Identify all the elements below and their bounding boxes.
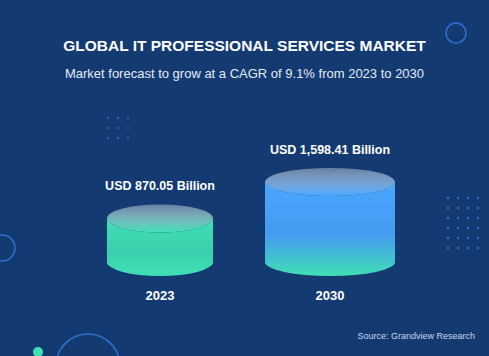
category-label: 2023 — [146, 288, 175, 303]
decor-dot — [457, 227, 459, 229]
cylinder-top — [107, 204, 213, 232]
decor-dot — [127, 137, 129, 139]
decor-dot — [457, 237, 459, 239]
decor-dot — [107, 117, 109, 119]
decor-dot — [33, 347, 43, 356]
data-label: USD 870.05 Billion — [105, 179, 215, 193]
title: GLOBAL IT PROFESSIONAL SERVICES MARKET — [63, 37, 426, 54]
decor-dot — [457, 197, 459, 199]
decor-dot — [457, 247, 459, 249]
decor-dot — [467, 247, 469, 249]
decor-dot — [467, 237, 469, 239]
decor-dot — [127, 117, 129, 119]
chart-root: GLOBAL IT PROFESSIONAL SERVICES MARKET Ma… — [0, 0, 489, 356]
decor-dot — [467, 217, 469, 219]
cylinder-top — [265, 168, 395, 196]
decor-dot — [477, 207, 479, 209]
subtitle: Market forecast to grow at a CAGR of 9.1… — [65, 66, 424, 81]
decor-dot — [447, 237, 449, 239]
decor-dot — [477, 247, 479, 249]
chart: GLOBAL IT PROFESSIONAL SERVICES MARKET Ma… — [0, 0, 489, 356]
decor-dot — [447, 247, 449, 249]
decor-circle — [446, 23, 466, 43]
decor-dot — [447, 197, 449, 199]
decor-dot — [457, 207, 459, 209]
decor-dot — [127, 127, 129, 129]
decor-dot — [467, 207, 469, 209]
data-label: USD 1,598.41 Billion — [270, 143, 390, 157]
decor-dot — [477, 197, 479, 199]
decor-dot — [477, 227, 479, 229]
decor-dot — [447, 227, 449, 229]
source: Source: Grandview Research — [357, 331, 475, 341]
decor-circle — [56, 334, 120, 356]
decor-dot — [117, 127, 119, 129]
decor-dot — [107, 137, 109, 139]
decor-dot — [457, 217, 459, 219]
decor-dot — [467, 197, 469, 199]
decor-dot — [117, 137, 119, 139]
background — [0, 0, 489, 356]
decor-dot — [447, 217, 449, 219]
decor-circle — [0, 235, 15, 261]
decor-dot — [477, 237, 479, 239]
decor-dot — [447, 207, 449, 209]
category-label: 2030 — [316, 288, 345, 303]
cylinder-body — [265, 182, 395, 276]
decor-dot — [467, 227, 469, 229]
decor-dot — [107, 127, 109, 129]
decor-dot — [117, 117, 119, 119]
decor-dot — [477, 217, 479, 219]
